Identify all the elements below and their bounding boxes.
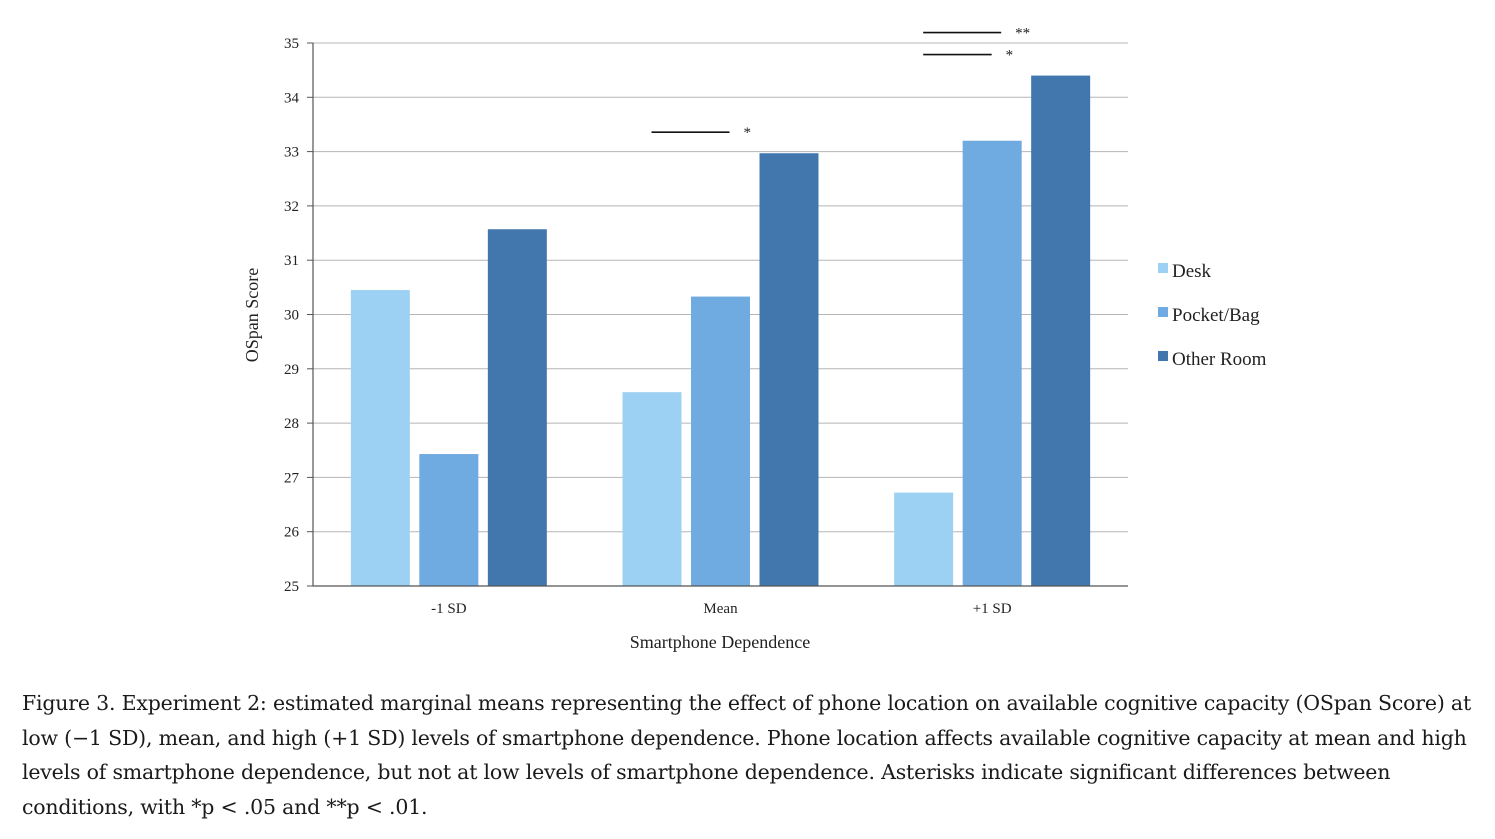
bar	[1031, 75, 1091, 586]
bar	[487, 229, 547, 586]
x-tick-label: Mean	[703, 601, 738, 617]
legend-label: Other Room	[1172, 349, 1267, 370]
bar	[759, 153, 819, 586]
significance-label: **	[1015, 26, 1030, 42]
legend-swatch	[1158, 263, 1168, 273]
y-tick-label: 29	[284, 362, 299, 378]
bars	[350, 75, 1091, 587]
legend-swatch	[1158, 351, 1168, 361]
y-tick-label: 34	[284, 90, 300, 106]
bar	[419, 454, 479, 586]
bar	[350, 290, 410, 586]
legend-swatch	[1158, 307, 1168, 317]
bar	[691, 296, 750, 586]
x-tick-label: -1 SD	[431, 601, 467, 617]
legend: Desk Pocket/Bag Other Room	[1158, 261, 1267, 370]
y-tick-label: 32	[284, 199, 299, 215]
significance-label: *	[1006, 48, 1014, 64]
y-tick-labels: 25 26 27 28 29 30 31 32 33 34 35	[284, 36, 300, 595]
x-tick-label: +1 SD	[973, 601, 1012, 617]
y-tick-label: 25	[284, 579, 299, 595]
y-tick-label: 27	[284, 470, 300, 486]
y-tick-label: 30	[284, 308, 299, 324]
bar	[622, 392, 682, 586]
y-tick-label: 33	[284, 145, 299, 161]
legend-label: Pocket/Bag	[1172, 305, 1260, 326]
y-tick-label: 31	[284, 253, 299, 269]
y-axis-title: OSpan Score	[242, 268, 262, 362]
x-axis-title: Smartphone Dependence	[630, 632, 810, 652]
figure-caption-text: Figure 3. Experiment 2: estimated margin…	[22, 691, 1471, 819]
significance-label: *	[744, 125, 752, 141]
y-tick-label: 35	[284, 36, 299, 52]
figure-caption: Figure 3. Experiment 2: estimated margin…	[22, 686, 1487, 824]
bar	[894, 492, 954, 586]
legend-label: Desk	[1172, 261, 1212, 282]
significance-markers: ****	[651, 26, 1030, 141]
axes	[312, 43, 1128, 587]
y-tick-label: 26	[284, 525, 300, 541]
x-tick-labels: -1 SD Mean +1 SD	[431, 601, 1012, 617]
bar	[962, 140, 1022, 587]
y-tick-label: 28	[284, 416, 299, 432]
